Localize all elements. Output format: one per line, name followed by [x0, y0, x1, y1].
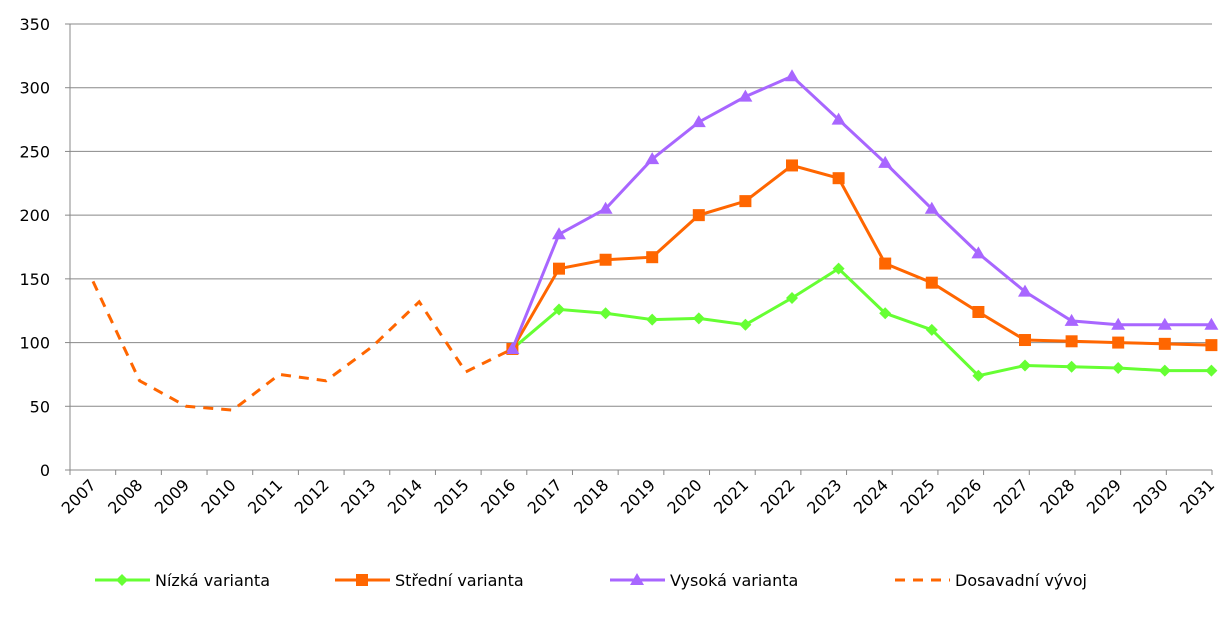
- y-tick-label: 200: [19, 206, 50, 225]
- point: [925, 323, 938, 336]
- legend-marker: [630, 573, 644, 585]
- point: [1205, 339, 1218, 352]
- point: [832, 262, 845, 275]
- legend-label: Střední varianta: [395, 571, 524, 590]
- point: [1111, 317, 1126, 330]
- series-line: [511, 163, 1212, 350]
- x-tick-label: 2029: [1083, 475, 1125, 517]
- point: [924, 201, 939, 214]
- point: [738, 89, 753, 102]
- x-tick-label: 2010: [197, 475, 239, 517]
- x-tick-label: 2012: [291, 475, 333, 517]
- point: [646, 313, 659, 326]
- point: [1112, 336, 1125, 349]
- series-line: [511, 266, 1212, 378]
- point: [971, 246, 986, 259]
- series-line: [91, 280, 514, 412]
- point: [832, 172, 845, 185]
- y-tick-label: 50: [30, 397, 50, 416]
- x-tick-label: 2023: [803, 475, 845, 517]
- series-line: [511, 74, 1212, 350]
- point: [599, 307, 612, 320]
- x-tick-label: 2016: [477, 475, 519, 517]
- point: [739, 195, 752, 208]
- point: [1019, 334, 1031, 347]
- x-tick-label: 2018: [570, 475, 612, 517]
- point: [599, 253, 612, 266]
- legend-marker: [356, 574, 368, 586]
- x-tick-label: 2011: [244, 475, 286, 517]
- y-tick-label: 250: [19, 142, 50, 161]
- point: [692, 312, 705, 325]
- point: [692, 209, 705, 222]
- y-tick-label: 0: [40, 461, 50, 480]
- x-tick-label: 2008: [104, 475, 146, 517]
- point: [1065, 335, 1078, 348]
- point: [879, 307, 892, 320]
- x-tick-label: 2030: [1129, 475, 1171, 517]
- x-tick-label: 2024: [850, 475, 892, 517]
- point: [1018, 284, 1032, 297]
- x-tick-label: 2019: [617, 475, 659, 517]
- point: [1064, 313, 1079, 326]
- x-tick-label: 2013: [337, 475, 379, 517]
- point: [553, 262, 565, 275]
- point: [1204, 317, 1219, 330]
- y-tick-label: 300: [19, 79, 50, 98]
- point: [1158, 337, 1171, 350]
- point: [925, 276, 938, 289]
- point: [878, 155, 893, 168]
- x-tick-label: 2028: [1036, 475, 1078, 517]
- x-tick-label: 2025: [896, 475, 938, 517]
- point: [831, 112, 846, 125]
- point: [739, 318, 752, 331]
- point: [972, 305, 985, 318]
- point: [691, 115, 706, 128]
- x-tick-label: 2009: [151, 475, 193, 517]
- x-tick-label: 2020: [663, 475, 705, 517]
- point: [598, 201, 613, 214]
- point: [1065, 360, 1078, 373]
- legend-marker: [116, 574, 128, 586]
- x-tick-label: 2007: [58, 475, 100, 517]
- point: [1158, 364, 1171, 377]
- x-tick-label: 2022: [757, 475, 799, 517]
- point: [785, 69, 799, 82]
- x-tick-label: 2031: [1176, 475, 1218, 517]
- legend-label: Vysoká varianta: [670, 571, 798, 590]
- point: [1205, 364, 1218, 377]
- x-tick-label: 2021: [710, 475, 752, 517]
- y-tick-label: 100: [19, 334, 50, 353]
- point: [552, 227, 566, 240]
- point: [1019, 359, 1031, 372]
- point: [786, 291, 798, 304]
- point: [645, 152, 660, 165]
- legend-label: Dosavadní vývoj: [955, 571, 1087, 590]
- point: [786, 159, 798, 172]
- point: [1157, 317, 1172, 330]
- point: [972, 369, 985, 382]
- point: [505, 341, 520, 354]
- point: [1112, 362, 1125, 375]
- x-tick-label: 2017: [524, 475, 566, 517]
- x-tick-label: 2015: [430, 475, 472, 517]
- y-tick-label: 150: [19, 270, 50, 289]
- point: [553, 303, 565, 316]
- point: [646, 251, 659, 264]
- legend-label: Nízká varianta: [155, 571, 270, 590]
- point: [879, 257, 892, 270]
- x-tick-label: 2027: [990, 475, 1032, 517]
- x-tick-label: 2026: [943, 475, 985, 517]
- y-tick-label: 350: [19, 15, 50, 34]
- x-tick-label: 2014: [384, 475, 426, 517]
